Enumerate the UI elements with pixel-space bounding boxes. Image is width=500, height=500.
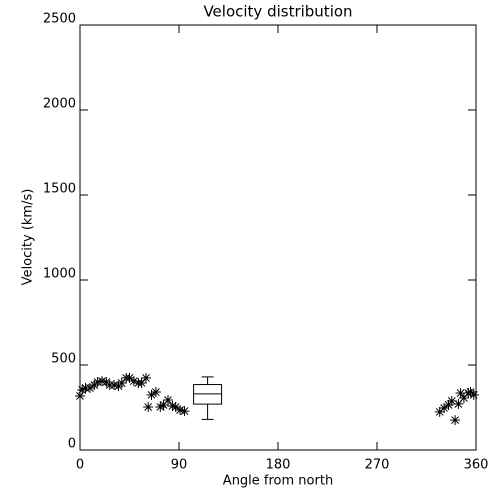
y-tick-label: 1500 — [43, 182, 76, 197]
x-tick-label: 360 — [464, 458, 489, 473]
point — [450, 415, 461, 426]
point — [155, 401, 166, 412]
point — [439, 403, 450, 414]
point — [116, 378, 127, 389]
point — [446, 396, 457, 407]
point — [179, 406, 190, 417]
y-tick-label: 2500 — [43, 12, 76, 27]
point — [124, 372, 135, 383]
point — [128, 376, 139, 387]
point — [175, 405, 186, 416]
point — [158, 399, 169, 410]
point — [167, 400, 178, 411]
point — [97, 376, 107, 387]
point — [455, 388, 466, 399]
x-axis-label: Angle from north — [223, 474, 333, 489]
point — [141, 372, 151, 383]
y-tick-label: 2000 — [43, 97, 76, 112]
point — [453, 398, 464, 409]
chart-title: Velocity distribution — [203, 3, 352, 21]
point — [143, 401, 154, 412]
point — [109, 380, 120, 391]
point — [443, 399, 454, 410]
plot-frame — [79, 24, 477, 451]
point — [136, 378, 147, 389]
point — [75, 390, 85, 401]
point — [146, 389, 157, 400]
point — [458, 392, 469, 403]
y-tick-label: 500 — [51, 352, 76, 367]
point — [463, 388, 474, 399]
point — [468, 389, 479, 400]
point — [150, 387, 161, 398]
y-tick-label: 1000 — [43, 267, 76, 282]
point — [163, 395, 173, 406]
x-tick-label: 180 — [266, 458, 291, 473]
point — [434, 406, 445, 417]
point — [77, 384, 88, 395]
point — [92, 377, 103, 387]
x-tick-label: 90 — [171, 458, 188, 473]
x-tick-label: 0 — [76, 458, 84, 473]
y-axis-label: Velocity (km/s) — [21, 189, 36, 286]
point — [84, 382, 95, 393]
x-tick-label: 270 — [365, 458, 390, 473]
y-tick-label: 0 — [68, 437, 76, 452]
point — [170, 401, 181, 412]
